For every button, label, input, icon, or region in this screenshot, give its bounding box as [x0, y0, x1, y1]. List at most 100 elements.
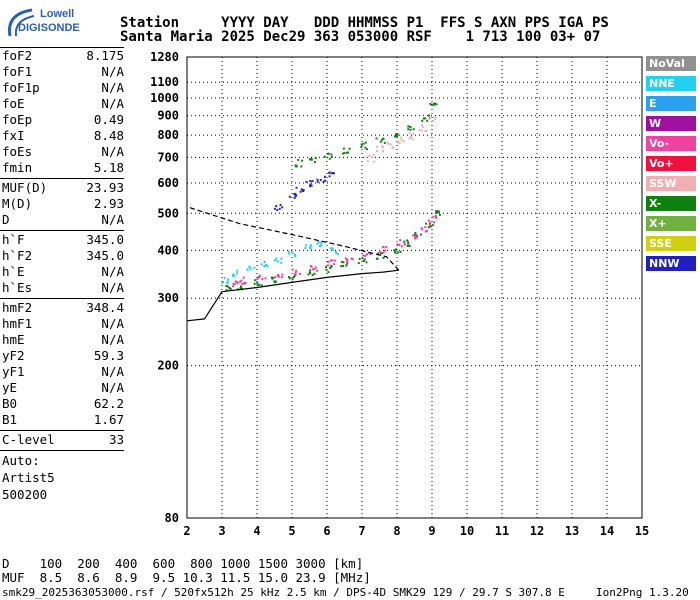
data-point: [424, 129, 427, 132]
data-point: [433, 221, 436, 224]
muf-row: MUF 8.5 8.6 8.9 9.5 10.3 11.5 15.0 23.9 …: [2, 570, 371, 585]
param-value: 345.0: [86, 232, 124, 247]
data-point: [421, 228, 424, 231]
data-point: [307, 273, 310, 276]
param-value: 2.93: [93, 196, 124, 211]
data-point: [335, 251, 338, 254]
data-point: [226, 282, 229, 285]
data-point: [430, 116, 433, 119]
data-point: [246, 268, 249, 271]
data-point: [363, 258, 366, 261]
data-point: [364, 141, 367, 144]
data-point: [403, 241, 406, 244]
data-point: [430, 103, 433, 106]
data-point: [258, 275, 261, 278]
data-point: [313, 161, 316, 164]
data-point: [396, 251, 399, 254]
data-point: [438, 213, 441, 216]
data-point: [309, 246, 312, 249]
profile-curve-dashed: [186, 206, 400, 271]
data-point: [304, 247, 307, 250]
param-row: foEp 0.49: [2, 112, 124, 128]
data-point: [244, 282, 247, 285]
data-point: [332, 171, 335, 174]
data-point: [276, 209, 279, 212]
data-point: [346, 259, 349, 262]
data-point: [336, 253, 339, 256]
data-point: [428, 225, 431, 228]
data-point: [436, 211, 439, 214]
x-tick-label: 2: [183, 524, 190, 538]
param-label: fmin: [2, 160, 33, 175]
data-point: [407, 242, 410, 245]
data-point: [291, 268, 294, 271]
data-point: [274, 281, 277, 284]
data-point: [406, 239, 409, 242]
data-point: [304, 244, 307, 247]
panel-divider: [0, 178, 124, 179]
param-label: fxI: [2, 128, 25, 143]
data-point: [311, 274, 314, 277]
data-point: [226, 280, 229, 283]
legend-item-vominus: Vo-: [646, 136, 696, 151]
legend-item-nne: NNE: [646, 76, 696, 91]
data-point: [342, 152, 345, 155]
data-point: [309, 248, 312, 251]
param-value: 8.175: [86, 48, 124, 63]
data-point: [232, 282, 235, 285]
data-point: [362, 254, 365, 257]
data-point: [329, 266, 332, 269]
data-point: [320, 244, 323, 247]
data-point: [407, 240, 410, 243]
data-point: [387, 142, 390, 145]
data-point: [309, 180, 312, 183]
param-value: 0.49: [93, 112, 124, 127]
param-value: 62.2: [93, 396, 124, 411]
param-row: fxI 8.48: [2, 128, 124, 144]
data-point: [253, 266, 256, 269]
data-point: [228, 287, 231, 290]
legend-item-w: W: [646, 116, 696, 131]
data-point: [275, 205, 278, 208]
data-point: [346, 151, 349, 154]
data-point: [263, 265, 266, 268]
data-point: [351, 258, 354, 261]
data-point: [400, 139, 403, 142]
data-point: [395, 133, 398, 136]
data-point: [264, 277, 267, 280]
data-point: [346, 258, 349, 261]
data-point: [402, 140, 405, 143]
param-value: 33: [108, 432, 124, 447]
y-tick-label: 900: [157, 109, 179, 123]
data-point: [406, 244, 409, 247]
data-point: [294, 165, 297, 168]
data-point: [395, 134, 398, 137]
data-point: [235, 280, 238, 283]
header-line1: Station YYYY DAY DDD HHMMSS P1 FFS S AXN…: [120, 15, 609, 31]
data-point: [261, 278, 264, 281]
param-row: foF1 N/A: [2, 64, 124, 80]
data-point: [274, 276, 277, 279]
plot-frame: [186, 56, 643, 519]
x-tick-label: 14: [600, 524, 614, 538]
x-tick-label: 10: [460, 524, 474, 538]
data-point: [256, 284, 259, 287]
data-point: [280, 261, 283, 264]
data-point: [256, 282, 259, 285]
data-point: [294, 272, 297, 275]
y-tick-label: 1100: [150, 75, 179, 89]
data-point: [422, 117, 425, 120]
param-label: h`F2: [2, 248, 33, 263]
data-point: [432, 119, 435, 122]
data-point: [344, 257, 347, 260]
data-point: [382, 137, 385, 140]
param-value: N/A: [101, 80, 124, 95]
data-point: [342, 264, 345, 267]
x-tick-label: 15: [635, 524, 649, 538]
data-point: [275, 257, 278, 260]
panel-divider: [0, 298, 124, 299]
data-point: [309, 272, 312, 275]
param-row: foF1p N/A: [2, 80, 124, 96]
data-point: [346, 261, 349, 264]
param-row: B1 1.67: [2, 412, 124, 428]
